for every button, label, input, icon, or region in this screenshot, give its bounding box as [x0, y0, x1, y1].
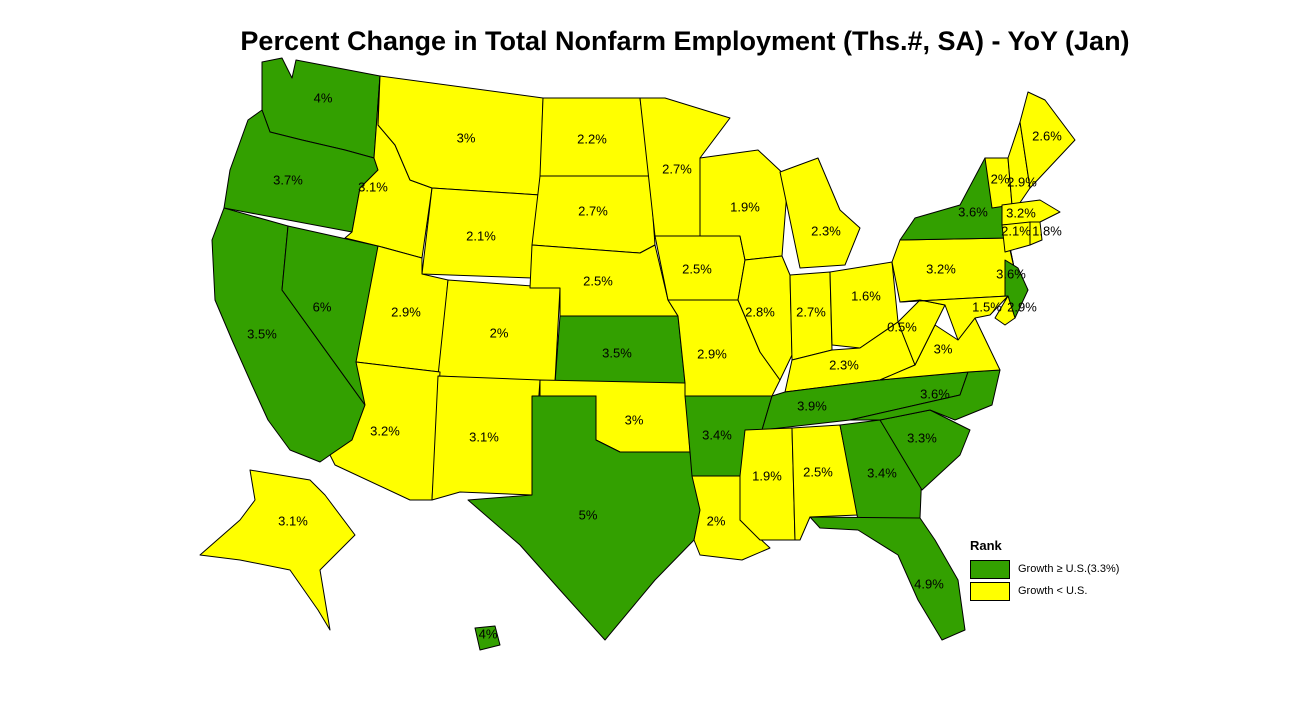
- state-label-tn: 3.9%: [797, 398, 827, 413]
- state-label-ma: 3.2%: [1006, 205, 1036, 220]
- state-label-wv: 0.5%: [887, 319, 917, 334]
- state-label-ny: 3.6%: [958, 204, 988, 219]
- state-label-al: 2.5%: [803, 464, 833, 479]
- state-label-ok: 3%: [625, 412, 644, 427]
- state-il: [737, 255, 793, 381]
- map-title: Percent Change in Total Nonfarm Employme…: [240, 26, 1130, 56]
- state-label-nm: 3.1%: [469, 429, 499, 444]
- state-label-ak: 3.1%: [278, 513, 308, 528]
- state-label-nc: 3.6%: [920, 386, 950, 401]
- state-label-ri: 1.8%: [1032, 223, 1062, 238]
- legend-item-above: Growth ≥ U.S.(3.3%): [970, 558, 1119, 580]
- state-label-in: 2.7%: [796, 304, 826, 319]
- state-nm: [431, 375, 541, 501]
- state-label-ct: 2.1%: [1001, 223, 1031, 238]
- state-nh: [1007, 121, 1031, 211]
- state-label-mn: 2.7%: [662, 161, 692, 176]
- state-ak: [199, 469, 356, 631]
- state-tx: [467, 395, 701, 641]
- state-label-ar: 3.4%: [702, 427, 732, 442]
- state-mi: [779, 157, 861, 269]
- state-label-il: 2.8%: [745, 304, 775, 319]
- state-label-nh: 2.9%: [1007, 174, 1037, 189]
- state-label-az: 3.2%: [370, 423, 400, 438]
- state-label-nv: 6%: [313, 299, 332, 314]
- state-label-oh: 1.6%: [851, 288, 881, 303]
- state-ma: [1001, 199, 1061, 226]
- state-label-ga: 3.4%: [867, 465, 897, 480]
- state-label-tx: 5%: [579, 507, 598, 522]
- legend-swatch-below: [970, 581, 1010, 601]
- state-label-nd: 2.2%: [577, 131, 607, 146]
- state-nc: [849, 369, 1001, 421]
- state-label-nj: 3.6%: [996, 266, 1026, 281]
- state-label-ia: 2.5%: [682, 261, 712, 276]
- state-label-hi: 4%: [479, 626, 498, 641]
- state-label-ky: 2.3%: [829, 357, 859, 372]
- legend: Rank Growth ≥ U.S.(3.3%) Growth < U.S.: [970, 538, 1119, 602]
- state-label-ne: 2.5%: [583, 273, 613, 288]
- state-label-sc: 3.3%: [907, 430, 937, 445]
- state-label-ut: 2.9%: [391, 304, 421, 319]
- legend-title: Rank: [970, 538, 1002, 553]
- state-ga: [839, 419, 923, 521]
- legend-item-below: Growth < U.S.: [970, 580, 1119, 602]
- state-label-va: 3%: [934, 341, 953, 356]
- legend-swatch-above: [970, 559, 1010, 579]
- state-label-id: 3.1%: [358, 179, 388, 194]
- state-label-wi: 1.9%: [730, 199, 760, 214]
- legend-label-above: Growth ≥ U.S.(3.3%): [1018, 563, 1120, 575]
- state-hi: [474, 625, 501, 651]
- state-label-me: 2.6%: [1032, 128, 1062, 143]
- legend-label-below: Growth < U.S.: [1018, 585, 1088, 597]
- state-label-sd: 2.7%: [578, 203, 608, 218]
- state-fl: [809, 516, 966, 641]
- state-label-de: 2.9%: [1007, 299, 1037, 314]
- state-label-ms: 1.9%: [752, 468, 782, 483]
- state-label-fl: 4.9%: [914, 576, 944, 591]
- state-label-vt: 2%: [991, 171, 1010, 186]
- state-label-wa: 4%: [314, 90, 333, 105]
- state-label-wy: 2.1%: [466, 228, 496, 243]
- state-label-ks: 3.5%: [602, 345, 632, 360]
- state-label-ca: 3.5%: [247, 326, 277, 341]
- state-me: [1019, 91, 1076, 189]
- state-md: [899, 295, 1009, 341]
- state-label-la: 2%: [707, 513, 726, 528]
- state-de: [994, 295, 1016, 326]
- state-ri: [1029, 221, 1043, 246]
- state-label-mo: 2.9%: [697, 346, 727, 361]
- state-label-mi: 2.3%: [811, 223, 841, 238]
- state-ms: [739, 427, 796, 541]
- state-label-md: 1.5%: [972, 299, 1002, 314]
- state-wv: [897, 299, 946, 366]
- state-label-pa: 3.2%: [926, 261, 956, 276]
- state-label-co: 2%: [490, 325, 509, 340]
- state-label-or: 3.7%: [273, 172, 303, 187]
- state-label-mt: 3%: [457, 130, 476, 145]
